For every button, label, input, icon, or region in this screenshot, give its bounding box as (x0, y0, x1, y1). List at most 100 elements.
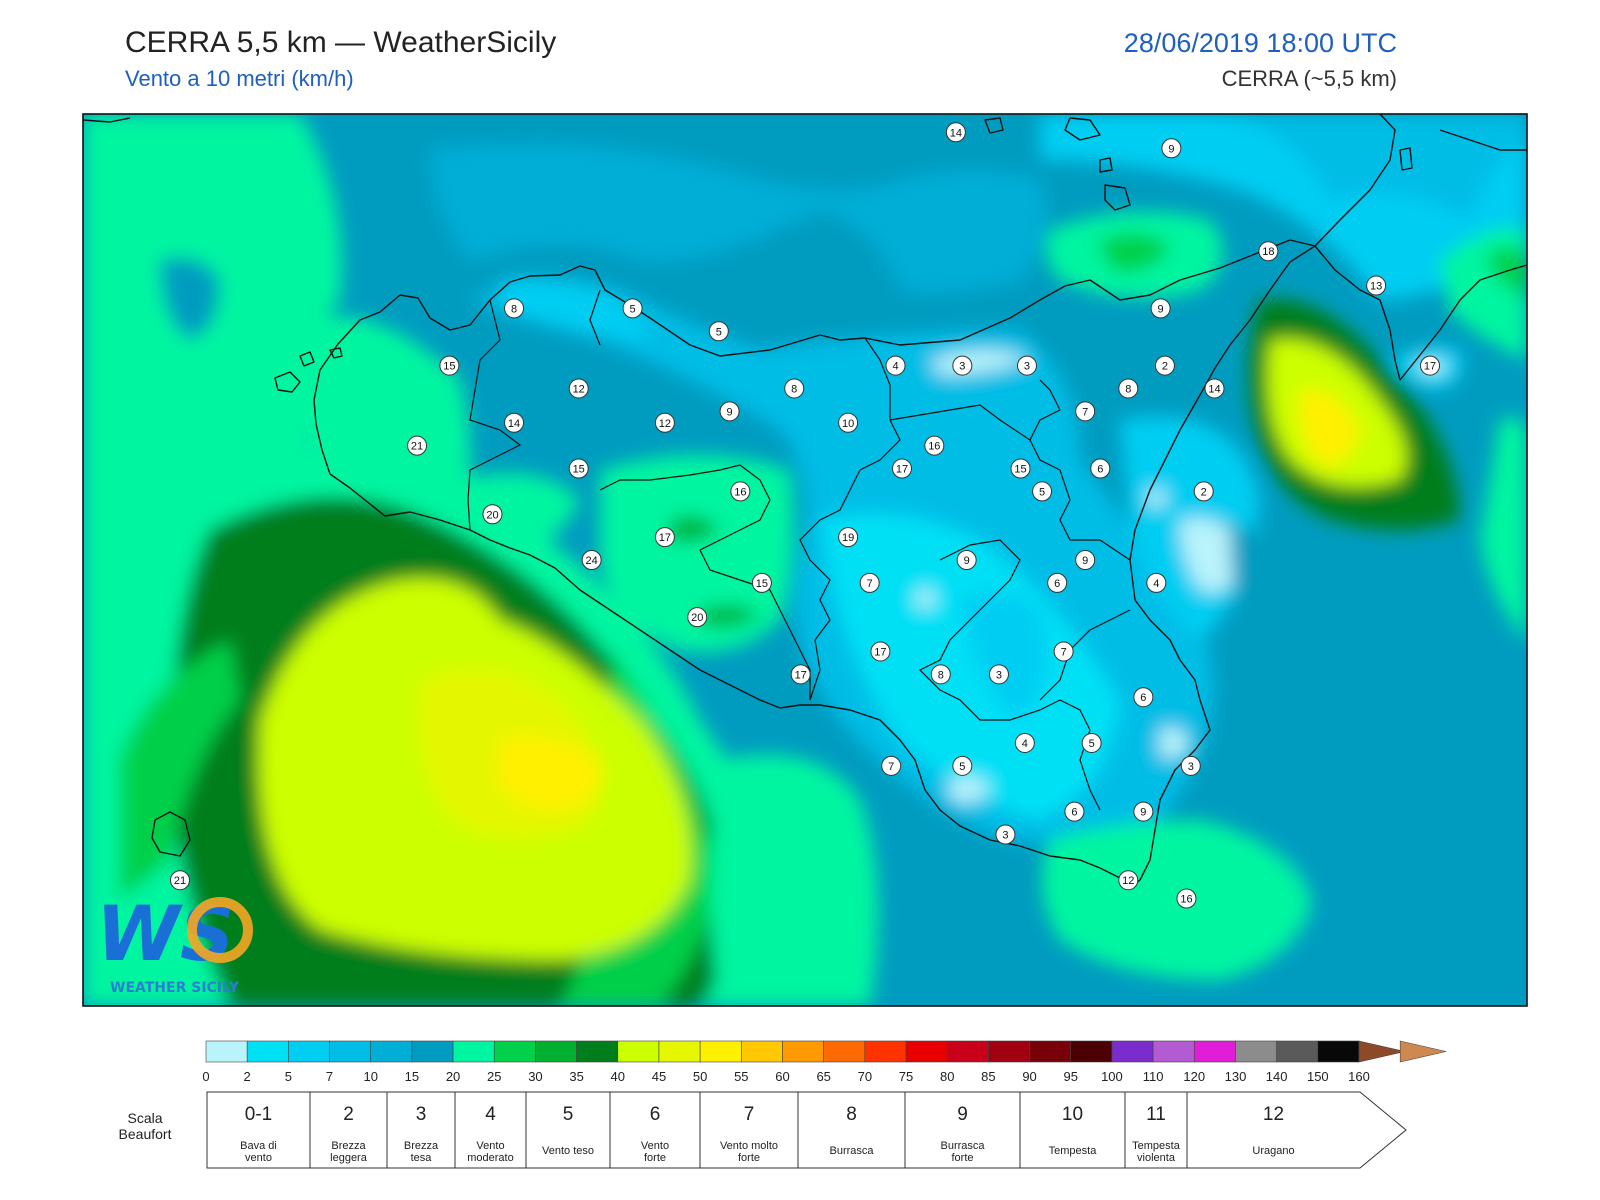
station-circle (169, 870, 190, 891)
station-marker: 17 (891, 458, 912, 479)
station-marker: 7 (859, 572, 880, 593)
station-circle (870, 641, 891, 662)
station-wind-value: 24 (586, 555, 598, 567)
station-marker: 5 (622, 298, 643, 319)
colorbar-swatch (1029, 1040, 1072, 1063)
station-circle (730, 481, 751, 502)
station-circle (790, 664, 811, 685)
station-marker: 2 (1193, 481, 1214, 502)
station-circle (1150, 298, 1171, 319)
station-circle (751, 572, 772, 593)
station-marker: 14 (1204, 378, 1225, 399)
station-wind-value: 8 (511, 303, 517, 315)
station-circle (952, 355, 973, 376)
calabria-coastline (1314, 113, 1528, 381)
station-circle (1161, 138, 1182, 159)
colorbar-tick-label: 0 (202, 1069, 209, 1084)
station-circle (654, 412, 675, 433)
station-circle (1366, 275, 1387, 296)
station-marker: 3 (995, 824, 1016, 845)
colorbar-swatch (1317, 1040, 1360, 1063)
beaufort-description: Tempesta violenta (1132, 1140, 1181, 1164)
colorbar-swatch (699, 1040, 742, 1063)
station-marker: 16 (924, 435, 945, 456)
station-wind-value: 9 (1168, 143, 1174, 155)
beaufort-description: Vento moderato (467, 1140, 513, 1164)
station-circle (1118, 378, 1139, 399)
station-circle (1064, 801, 1085, 822)
station-marker: 7 (881, 755, 902, 776)
beaufort-number: 12 (1263, 1104, 1284, 1125)
colorbar-swatch (823, 1040, 866, 1063)
station-marker: 15 (568, 458, 589, 479)
beaufort-number: 8 (846, 1104, 857, 1125)
beaufort-description: Vento forte (641, 1140, 669, 1164)
station-marker: 3 (988, 664, 1009, 685)
station-wind-value: 7 (867, 578, 873, 590)
station-wind-value: 6 (1054, 578, 1060, 590)
station-wind-value: 7 (1061, 646, 1067, 658)
colorbar-tick-label: 55 (734, 1069, 748, 1084)
station-wind-value: 6 (1071, 807, 1077, 819)
station-marker: 24 (581, 550, 602, 570)
colorbar-tick-label: 95 (1064, 1069, 1078, 1084)
station-wind-value: 2 (1201, 486, 1207, 498)
colorbar-swatch (452, 1040, 495, 1063)
station-circle (568, 378, 589, 399)
station-circle (784, 378, 805, 399)
station-marker: 3 (952, 355, 973, 376)
colorbar-swatch (411, 1040, 454, 1063)
colorbar-tick-label: 2 (244, 1069, 251, 1084)
station-wind-value: 4 (892, 361, 898, 373)
station-circle (885, 355, 906, 376)
station-circle (1075, 401, 1096, 422)
station-circle (1154, 355, 1175, 376)
aeolian-islands (984, 117, 1413, 211)
colorbar-tick-label: 50 (693, 1069, 707, 1084)
station-marker: 8 (1118, 378, 1139, 399)
colorbar-tick-label: 15 (405, 1069, 419, 1084)
station-marker: 3 (1180, 755, 1201, 776)
colorbar-tick-label: 40 (611, 1069, 625, 1084)
station-wind-value: 3 (996, 669, 1002, 681)
station-circle (482, 504, 503, 525)
colorbar-swatch (946, 1040, 989, 1063)
station-circle (1016, 355, 1037, 376)
station-wind-value: 10 (842, 418, 854, 430)
station-circle (622, 298, 643, 319)
station-marker: 5 (1081, 732, 1102, 753)
colorbar-tick-label: 65 (816, 1069, 830, 1084)
station-marker: 5 (1032, 481, 1053, 502)
station-marker: 12 (1118, 870, 1139, 891)
beaufort-number: 3 (416, 1104, 427, 1125)
beaufort-description: Burrasca forte (940, 1140, 985, 1164)
map-title: CERRA 5,5 km — WeatherSicily (125, 26, 557, 59)
station-marker: 15 (1010, 458, 1031, 479)
province-borders (467, 289, 1131, 811)
colorbar-tick-label: 85 (981, 1069, 995, 1084)
station-wind-value: 16 (928, 441, 940, 453)
station-circle (568, 458, 589, 479)
station-marker: 5 (708, 321, 729, 342)
colorbar-swatch (741, 1040, 783, 1063)
station-circle (1081, 732, 1102, 753)
station-marker: 7 (1053, 641, 1074, 662)
station-marker: 9 (956, 550, 977, 570)
station-marker: 7 (1075, 401, 1096, 422)
station-marker: 13 (1366, 275, 1387, 296)
station-wind-value: 15 (443, 361, 455, 373)
station-wind-value: 12 (659, 418, 671, 430)
station-circle (687, 607, 708, 628)
map-subtitle: Vento a 10 metri (km/h) (125, 66, 354, 91)
station-marker: 9 (1161, 138, 1182, 159)
egadi-islands (274, 347, 343, 393)
colorbar-arrow (1358, 1040, 1406, 1063)
station-circle (859, 572, 880, 593)
station-marker: 8 (784, 378, 805, 399)
station-marker: 10 (838, 412, 859, 433)
colorbar-tick-label: 45 (652, 1069, 666, 1084)
station-marker: 20 (687, 607, 708, 628)
station-marker: 14 (504, 412, 525, 433)
